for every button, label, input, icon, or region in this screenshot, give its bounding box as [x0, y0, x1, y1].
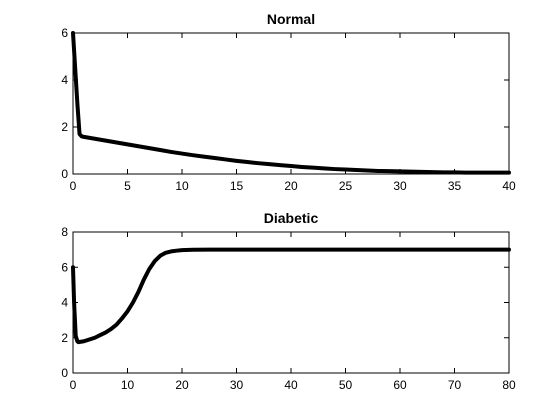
x-tick-label-normal: 15 — [230, 179, 244, 193]
x-tick-label-normal: 25 — [339, 179, 353, 193]
chart-title-normal: Normal — [267, 11, 315, 27]
x-tick-label-diabetic: 40 — [284, 378, 298, 392]
y-tick-label-diabetic: 6 — [61, 260, 68, 274]
x-tick-label-diabetic: 80 — [502, 378, 516, 392]
x-tick-label-normal: 20 — [284, 179, 298, 193]
y-tick-label-normal: 4 — [61, 73, 68, 87]
y-tick-label-normal: 6 — [61, 26, 68, 40]
y-tick-label-normal: 0 — [61, 167, 68, 181]
axes-diabetic-box — [72, 231, 510, 374]
chart-title-diabetic: Diabetic — [264, 210, 319, 226]
y-tick-label-diabetic: 4 — [61, 296, 68, 310]
axes-normal-box — [72, 32, 510, 175]
x-tick-label-diabetic: 20 — [175, 378, 189, 392]
x-tick-label-diabetic: 70 — [448, 378, 462, 392]
x-tick-label-diabetic: 60 — [393, 378, 407, 392]
x-tick-label-diabetic: 0 — [70, 378, 77, 392]
x-tick-label-normal: 0 — [70, 179, 77, 193]
y-tick-label-diabetic: 0 — [61, 366, 68, 380]
series-line-diabetic-0 — [71, 247, 511, 345]
axes-diabetic: Diabetic 0 10 20 30 40 50 60 70 80 0 2 4 6 8 — [61, 210, 516, 392]
x-tick-label-diabetic: 30 — [230, 378, 244, 392]
x-tick-label-normal: 35 — [448, 179, 462, 193]
x-tick-label-normal: 40 — [502, 179, 516, 193]
y-tick-label-diabetic: 2 — [61, 331, 68, 345]
x-tick-label-normal: 30 — [393, 179, 407, 193]
axes-normal: Normal 0 5 10 15 20 25 30 35 40 0 2 4 6 — [61, 11, 516, 193]
x-tick-label-diabetic: 10 — [121, 378, 135, 392]
x-tick-label-normal: 10 — [175, 179, 189, 193]
series-line-normal-0 — [71, 31, 511, 175]
x-tick-label-normal: 5 — [124, 179, 131, 193]
y-tick-label-diabetic: 8 — [61, 225, 68, 239]
x-tick-label-diabetic: 50 — [339, 378, 353, 392]
y-tick-label-normal: 2 — [61, 120, 68, 134]
